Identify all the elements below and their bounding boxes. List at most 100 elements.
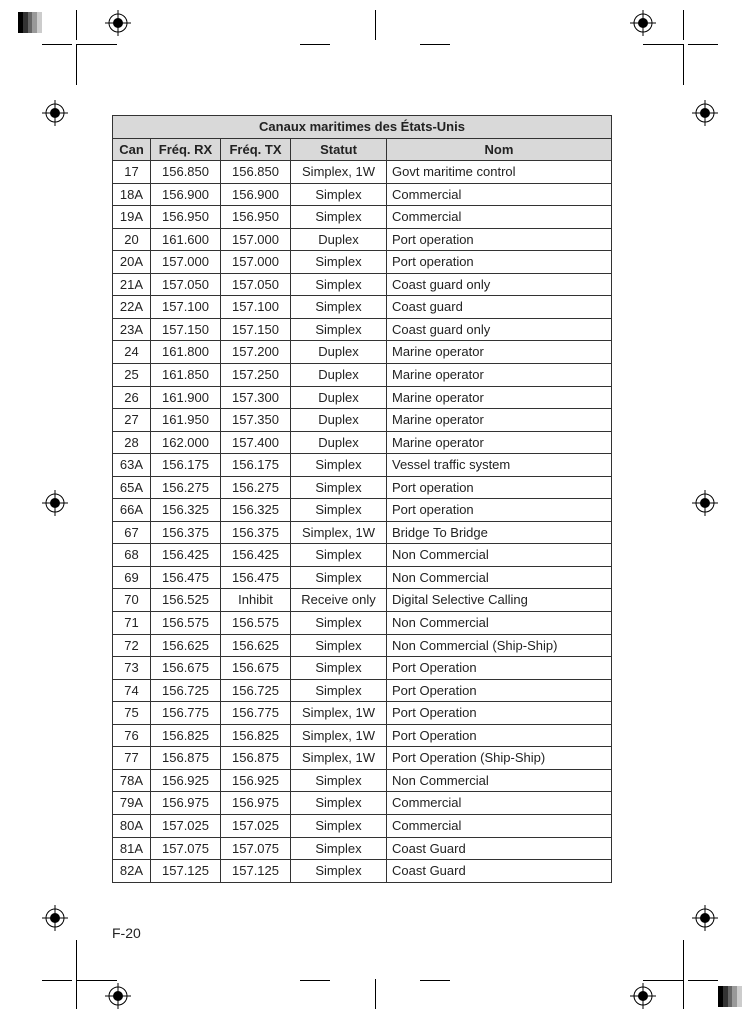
table-row: 66A156.325156.325SimplexPort operation (113, 499, 612, 522)
table-row: 25161.850157.250DuplexMarine operator (113, 364, 612, 387)
table-cell: Digital Selective Calling (387, 589, 612, 612)
table-cell: Port operation (387, 476, 612, 499)
table-cell: Coast guard (387, 296, 612, 319)
cut-mark (76, 979, 77, 1009)
table-cell: 156.875 (151, 747, 221, 770)
table-cell: 157.000 (221, 228, 291, 251)
table-cell: 156.725 (151, 679, 221, 702)
table-cell: Simplex (291, 318, 387, 341)
table-cell: 156.950 (151, 206, 221, 229)
table-row: 82A157.125157.125SimplexCoast Guard (113, 860, 612, 883)
table-cell: Port operation (387, 499, 612, 522)
table-cell: 156.525 (151, 589, 221, 612)
cut-mark (420, 980, 450, 981)
table-cell: Non Commercial (387, 566, 612, 589)
table-cell: 157.150 (151, 318, 221, 341)
table-cell: Duplex (291, 409, 387, 432)
table-cell: 75 (113, 702, 151, 725)
table-cell: 162.000 (151, 431, 221, 454)
table-row: 23A157.150157.150SimplexCoast guard only (113, 318, 612, 341)
table-cell: 81A (113, 837, 151, 860)
table-cell: 73 (113, 657, 151, 680)
table-cell: 71 (113, 612, 151, 635)
table-cell: Simplex (291, 273, 387, 296)
table-cell: 156.375 (151, 521, 221, 544)
table-cell: 156.975 (151, 792, 221, 815)
table-cell: 68 (113, 544, 151, 567)
table-cell: Simplex (291, 454, 387, 477)
cut-mark (420, 44, 450, 45)
table-cell: 156.575 (151, 612, 221, 635)
table-cell: 156.275 (151, 476, 221, 499)
table-cell: 77 (113, 747, 151, 770)
cut-mark (76, 10, 77, 40)
table-cell: 156.425 (151, 544, 221, 567)
table-cell: Coast guard only (387, 318, 612, 341)
table-cell: 67 (113, 521, 151, 544)
table-cell: Commercial (387, 206, 612, 229)
table-cell: Duplex (291, 386, 387, 409)
table-cell: 156.675 (221, 657, 291, 680)
table-cell: 156.850 (151, 161, 221, 184)
table-row: 20161.600157.000DuplexPort operation (113, 228, 612, 251)
table-row: 28162.000157.400DuplexMarine operator (113, 431, 612, 454)
table-cell: 20 (113, 228, 151, 251)
cut-mark (300, 980, 330, 981)
table-cell: 156.725 (221, 679, 291, 702)
table-cell: Port operation (387, 251, 612, 274)
table-cell: 63A (113, 454, 151, 477)
table-row: 71156.575156.575SimplexNon Commercial (113, 612, 612, 635)
table-cell: Non Commercial (Ship-Ship) (387, 634, 612, 657)
table-cell: Commercial (387, 792, 612, 815)
table-cell: 156.825 (151, 724, 221, 747)
table-cell: 25 (113, 364, 151, 387)
table-row: 27161.950157.350DuplexMarine operator (113, 409, 612, 432)
table-cell: 156.325 (221, 499, 291, 522)
table-row: 72156.625156.625SimplexNon Commercial (S… (113, 634, 612, 657)
table-cell: 157.200 (221, 341, 291, 364)
table-cell: Simplex (291, 499, 387, 522)
table-cell: 157.075 (221, 837, 291, 860)
registration-mark-icon (630, 983, 656, 1009)
table-cell: Coast Guard (387, 860, 612, 883)
cut-mark (688, 44, 718, 45)
table-cell: Simplex (291, 657, 387, 680)
table-cell: 161.950 (151, 409, 221, 432)
table-cell: 157.400 (221, 431, 291, 454)
table-row: 77156.875156.875Simplex, 1WPort Operatio… (113, 747, 612, 770)
table-cell: Duplex (291, 228, 387, 251)
table-row: 76156.825156.825Simplex, 1WPort Operatio… (113, 724, 612, 747)
table-cell: Simplex (291, 837, 387, 860)
table-cell: Simplex (291, 206, 387, 229)
table-cell: Simplex (291, 544, 387, 567)
color-calibration-icon (718, 986, 742, 1007)
table-cell: Simplex, 1W (291, 724, 387, 747)
registration-mark-icon (630, 10, 656, 36)
table-cell: Simplex (291, 296, 387, 319)
table-row: 22A157.100157.100SimplexCoast guard (113, 296, 612, 319)
table-cell: 156.775 (151, 702, 221, 725)
table-cell: 23A (113, 318, 151, 341)
table-row: 20A157.000157.000SimplexPort operation (113, 251, 612, 274)
col-header: Can (113, 138, 151, 161)
table-cell: 161.850 (151, 364, 221, 387)
registration-mark-icon (692, 905, 718, 931)
table-cell: 157.125 (221, 860, 291, 883)
table-cell: 157.050 (151, 273, 221, 296)
table-cell: 161.600 (151, 228, 221, 251)
table-cell: Simplex (291, 251, 387, 274)
table-cell: Marine operator (387, 341, 612, 364)
table-row: 70156.525InhibitReceive onlyDigital Sele… (113, 589, 612, 612)
table-cell: Simplex (291, 183, 387, 206)
table-cell: Simplex (291, 814, 387, 837)
table-cell: 24 (113, 341, 151, 364)
table-cell: Vessel traffic system (387, 454, 612, 477)
table-cell: Non Commercial (387, 612, 612, 635)
table-cell: 76 (113, 724, 151, 747)
table-row: 73156.675156.675SimplexPort Operation (113, 657, 612, 680)
registration-mark-icon (105, 983, 131, 1009)
content-area: Canaux maritimes des États-Unis Can Fréq… (112, 115, 612, 883)
table-row: 18A156.900156.900SimplexCommercial (113, 183, 612, 206)
table-cell: Simplex (291, 566, 387, 589)
table-cell: 157.100 (221, 296, 291, 319)
